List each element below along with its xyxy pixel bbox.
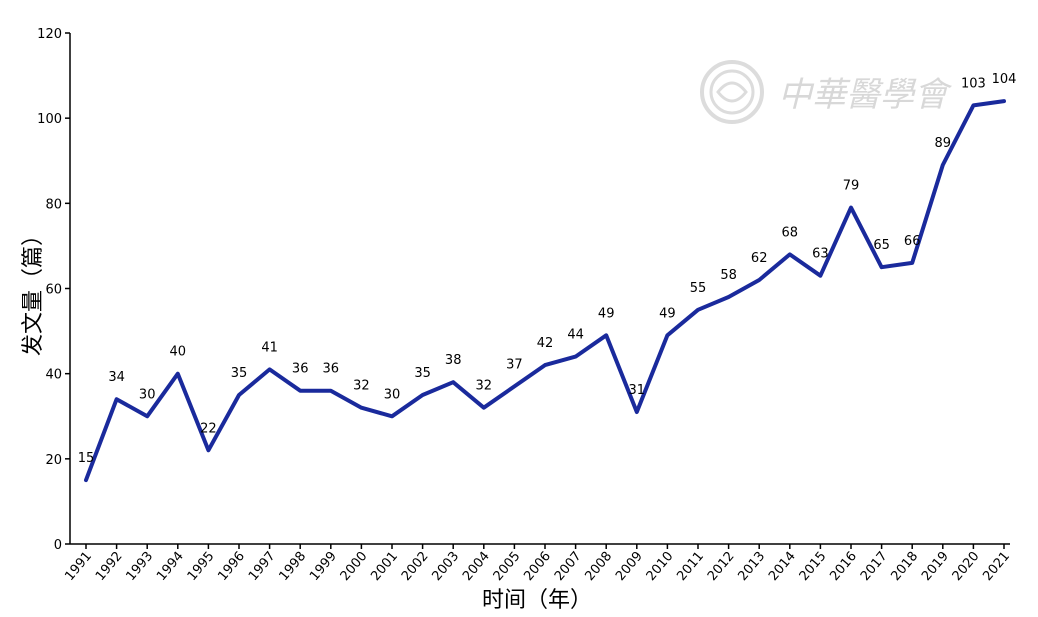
y-tick-label: 60 [45,283,62,298]
x-tick-label: 2007 [552,549,585,584]
x-tick-label: 2009 [613,549,646,584]
data-label: 38 [445,353,462,368]
x-tick-label: 2012 [705,549,738,584]
society-emblem-icon [700,60,764,124]
y-axis-ticks: 0 20 40 60 80 100 120 [37,27,70,553]
x-tick-label: 1994 [154,549,187,584]
data-label: 32 [476,379,493,394]
x-tick-label: 1992 [93,549,126,584]
data-label: 49 [598,306,615,321]
y-tick-label: 120 [37,27,62,42]
data-label: 79 [843,179,860,194]
data-label: 32 [353,379,370,394]
data-label: 31 [629,383,646,398]
x-tick-label: 1999 [307,549,340,584]
data-label: 89 [935,136,952,151]
x-tick-label: 2004 [460,549,493,584]
x-tick-label: 2019 [919,549,952,584]
watermark-text: 中華醫學會 [778,75,953,115]
y-tick-label: 0 [54,538,62,553]
series-line [84,99,1006,483]
y-axis-title: 发文量（篇） [21,224,46,356]
x-tick-label: 2008 [583,549,616,584]
x-tick-label: 2005 [491,549,524,584]
x-tick-label: 2013 [736,549,769,584]
x-tick-label: 1998 [277,549,310,584]
data-label: 104 [992,72,1017,87]
data-label: 49 [659,306,676,321]
data-label: 68 [782,225,799,240]
x-tick-label: 2011 [674,549,707,584]
x-tick-label: 1991 [62,549,95,584]
x-tick-label: 2018 [889,549,922,584]
x-tick-label: 2006 [521,549,554,584]
x-tick-label: 2016 [827,549,860,584]
y-tick-label: 100 [37,112,62,127]
data-label: 37 [506,357,523,372]
data-label: 62 [751,251,768,266]
x-tick-label: 2015 [797,549,830,584]
data-label: 42 [537,336,554,351]
y-tick-label: 20 [45,453,62,468]
data-label: 58 [720,268,737,283]
x-tick-label: 2017 [858,549,891,584]
data-label: 44 [567,328,584,343]
data-label: 63 [812,247,829,262]
x-tick-label: 2002 [399,549,432,584]
data-label: 65 [873,238,890,253]
x-tick-label: 1997 [246,549,279,584]
x-tick-label: 2000 [338,549,371,584]
x-axis-title: 时间（年） [482,588,592,613]
x-tick-label: 2020 [950,549,983,584]
x-tick-label: 2014 [766,549,799,584]
data-label: 35 [414,366,431,381]
data-label: 22 [200,421,217,436]
x-tick-label: 2021 [980,549,1013,584]
x-tick-label: 1993 [124,549,157,584]
y-tick-label: 80 [45,197,62,212]
data-label: 55 [690,281,707,296]
x-tick-label: 2010 [644,549,677,584]
data-label: 35 [231,366,248,381]
x-tick-label: 2001 [368,549,401,584]
data-labels: 15 34 30 40 22 35 41 36 36 32 30 35 38 32 37 42 44 49 31 49… [78,72,1017,466]
data-label: 40 [170,345,187,360]
data-label: 34 [108,370,125,385]
data-label: 66 [904,234,921,249]
x-tick-label: 1995 [185,549,218,584]
data-label: 30 [139,387,156,402]
data-label: 41 [261,340,278,355]
data-label: 36 [323,362,340,377]
data-label: 15 [78,451,95,466]
data-label: 30 [384,387,401,402]
x-tick-label: 1996 [215,549,248,584]
x-tick-label: 2003 [430,549,463,584]
data-label: 103 [961,76,986,91]
watermark: 中華醫學會 [700,60,953,124]
y-tick-label: 40 [45,368,62,383]
data-label: 36 [292,362,309,377]
x-axis-ticks: 1991199219931994199519961997199819992000… [62,544,1013,584]
